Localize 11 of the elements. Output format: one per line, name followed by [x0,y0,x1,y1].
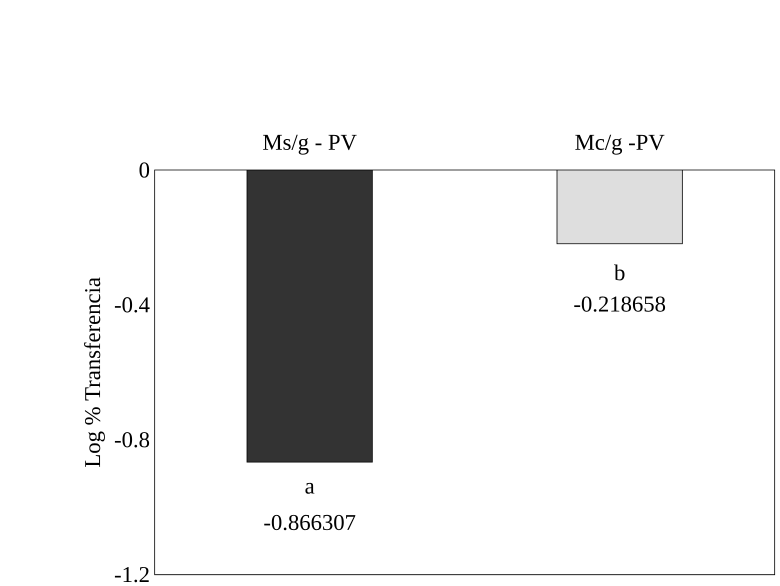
annotation: b [614,264,624,280]
data-label: -0.866307 [264,514,356,530]
data-label: -0.218658 [574,296,666,312]
y-tick-label: -0.8 [114,432,150,448]
annotation: a [305,482,314,494]
y-axis-title: Log % Transferencia [84,277,105,467]
y-tick-label: -0.4 [114,297,150,313]
x-tick-label: Mc/g -PV [575,134,664,155]
y-tick-label: 0 [139,162,150,178]
y-tick-label: -1.2 [114,566,149,582]
x-tick-label: Ms/g - PV [263,134,357,155]
